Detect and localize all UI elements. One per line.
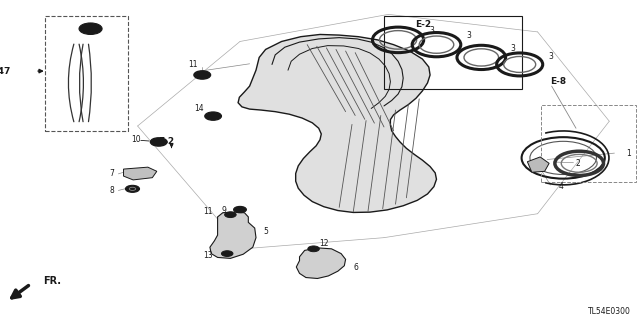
Text: TL54E0300: TL54E0300 (588, 307, 630, 315)
Text: 14: 14 (194, 104, 204, 113)
Text: E-8: E-8 (550, 77, 566, 86)
Circle shape (150, 138, 167, 146)
Circle shape (234, 206, 246, 213)
Text: 3: 3 (466, 31, 471, 40)
Text: 10: 10 (131, 135, 141, 144)
Bar (541, 105, 636, 182)
Text: 3: 3 (511, 44, 516, 53)
Text: 11: 11 (188, 60, 197, 69)
Text: 9: 9 (221, 206, 226, 215)
Circle shape (79, 23, 102, 34)
Text: E-2: E-2 (158, 137, 175, 146)
Text: 13: 13 (203, 251, 212, 260)
Polygon shape (210, 212, 256, 258)
Text: E-2: E-2 (415, 20, 432, 29)
Circle shape (225, 212, 236, 218)
Circle shape (308, 246, 319, 252)
Text: 5: 5 (264, 227, 269, 236)
Text: 3: 3 (429, 26, 434, 35)
Bar (45, 16, 128, 131)
Circle shape (194, 71, 211, 79)
Polygon shape (124, 167, 157, 180)
Text: 11: 11 (203, 207, 212, 216)
Polygon shape (296, 248, 346, 278)
Bar (384, 16, 522, 89)
Text: 7: 7 (109, 169, 114, 178)
Text: 1: 1 (626, 149, 630, 158)
Circle shape (221, 251, 233, 256)
Circle shape (205, 112, 221, 120)
Text: 2: 2 (576, 159, 580, 168)
Text: 6: 6 (354, 263, 359, 271)
Text: FR.: FR. (44, 276, 61, 286)
Polygon shape (238, 34, 436, 212)
Text: 8: 8 (109, 186, 114, 195)
Text: 4: 4 (559, 182, 564, 191)
Text: 12: 12 (319, 239, 328, 248)
Circle shape (125, 185, 140, 192)
Text: 3: 3 (548, 52, 553, 61)
Polygon shape (527, 157, 549, 172)
Text: B-47: B-47 (0, 67, 11, 76)
